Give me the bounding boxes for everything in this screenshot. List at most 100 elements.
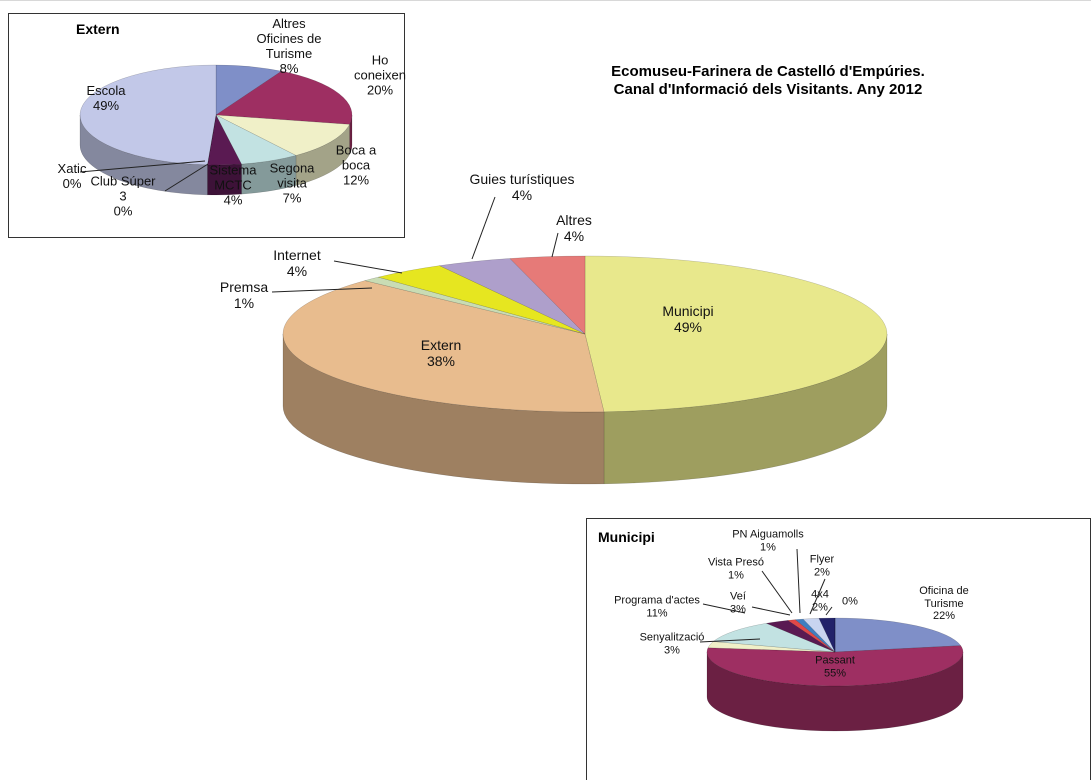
slice <box>363 276 586 335</box>
leader-line <box>809 578 826 615</box>
slice-value: 2% <box>814 566 830 578</box>
leader-line <box>471 196 496 260</box>
leader-line <box>796 548 801 614</box>
slice <box>584 255 888 413</box>
leader-line <box>271 287 373 293</box>
slice-value: 2% <box>812 601 828 613</box>
leader-line <box>825 606 833 616</box>
slice-value: 55% <box>823 667 847 679</box>
slice <box>282 280 605 413</box>
slice-name: Altres Oficines de Turisme <box>256 16 322 61</box>
slice-label: Extern 38% <box>401 337 481 369</box>
main-title: Ecomuseu-Farinera de Castelló d'Empúries… <box>598 63 938 99</box>
slice-value: 4% <box>223 192 243 208</box>
slice <box>834 617 962 653</box>
slice <box>438 258 586 335</box>
slice-name: Segona visita <box>269 160 315 191</box>
leader-line <box>164 163 209 192</box>
slice-name: Passant <box>815 654 855 667</box>
title-line: Ecomuseu-Farinera de Castelló d'Empúries… <box>611 63 925 80</box>
slice-name: Boca a boca <box>335 142 377 173</box>
slice-label: Internet 4% <box>257 247 337 279</box>
slice-label: 0% <box>835 596 865 609</box>
slice <box>706 645 964 687</box>
slice-value: 38% <box>426 353 456 369</box>
municipi-title: Municipi <box>598 529 655 545</box>
slice-label: Premsa 1% <box>209 279 279 311</box>
slice-value: 0% <box>842 595 858 608</box>
slice <box>509 255 586 335</box>
slice-name: Veí <box>730 590 746 603</box>
extern-title: Extern <box>76 21 120 37</box>
slice-value: 3% <box>730 603 746 615</box>
slice <box>818 617 836 653</box>
slice-name: Vista Presó <box>707 556 765 569</box>
slice-label: Club Súper 3 0% <box>88 173 158 220</box>
slice-label: Programa d'actes 11% <box>597 594 717 619</box>
slice-name: Altres <box>556 211 592 228</box>
slice-label: Escola 49% <box>76 83 136 114</box>
slice-label: Segona visita 7% <box>262 160 322 207</box>
leader-line <box>333 260 403 274</box>
slice-name: Oficina de Turisme <box>919 585 969 610</box>
slice-value: 0% <box>113 203 133 219</box>
slice-name: Guies turístiques <box>469 170 575 187</box>
slice-value: 1% <box>760 541 776 553</box>
leader-line <box>761 570 793 614</box>
slice <box>802 618 836 653</box>
slice-name: Programa d'actes <box>614 594 700 607</box>
slice-name: Municipi <box>662 302 714 319</box>
slice-label: Sistema MCTC 4% <box>203 162 263 209</box>
slice-label: Vista Presó 1% <box>701 556 771 581</box>
slice-value: 49% <box>92 98 120 113</box>
slice-value: 1% <box>728 569 744 581</box>
slice-label: Municipi 49% <box>643 303 733 335</box>
slice-label: 4x4 2% <box>800 588 840 613</box>
slice-label: Ho coneixen 20% <box>350 52 410 99</box>
slice-value: 7% <box>282 190 302 206</box>
title-line: Canal d'Informació dels Visitants. Any 2… <box>613 81 923 98</box>
slice-label: Xatic 0% <box>47 161 97 192</box>
slice <box>765 620 836 653</box>
slice-name: Club Súper 3 <box>90 173 156 204</box>
slice <box>712 623 836 653</box>
slice-value: 8% <box>279 60 299 76</box>
leader-line <box>79 160 206 173</box>
leader-line <box>702 603 746 614</box>
slice-value: 4% <box>563 228 585 244</box>
slice-name: Ho coneixen <box>353 52 407 83</box>
slice-label: Altres Oficines de Turisme 8% <box>249 16 329 77</box>
slice-name: Sistema MCTC <box>209 162 257 193</box>
slice-value: 12% <box>342 172 370 188</box>
leader-line <box>551 232 559 258</box>
slice-label: Boca a boca 12% <box>326 142 386 189</box>
slice-name: PN Aiguamolls <box>732 528 804 541</box>
leader-line <box>699 638 761 643</box>
slice <box>215 114 350 156</box>
slice-name: Internet <box>273 246 321 263</box>
slice-value: 1% <box>233 295 255 311</box>
slice-label: Guies turístiques 4% <box>452 171 592 203</box>
slice-label: Altres 4% <box>544 212 604 244</box>
slice <box>794 618 836 653</box>
slice-label: Flyer 2% <box>802 553 842 578</box>
leader-line <box>751 606 791 616</box>
slice-name: Escola <box>86 83 126 99</box>
slice-name: 4x4 <box>811 588 829 601</box>
slice-value: 11% <box>646 607 668 619</box>
slice-name: Premsa <box>219 278 269 295</box>
slice-label: Oficina de Turisme 22% <box>899 585 989 623</box>
slice-value: 0% <box>62 176 82 191</box>
slice-label: PN Aiguamolls 1% <box>718 528 818 553</box>
slice-value: 4% <box>286 263 308 279</box>
slice <box>377 265 586 335</box>
slice <box>79 64 217 166</box>
slice <box>215 70 353 125</box>
slice-name: Extern <box>420 336 462 353</box>
slice <box>787 619 836 653</box>
slice-value: 22% <box>932 610 956 623</box>
slice-name: Xatic <box>57 161 87 177</box>
slice-name: Senyalització <box>639 631 705 644</box>
